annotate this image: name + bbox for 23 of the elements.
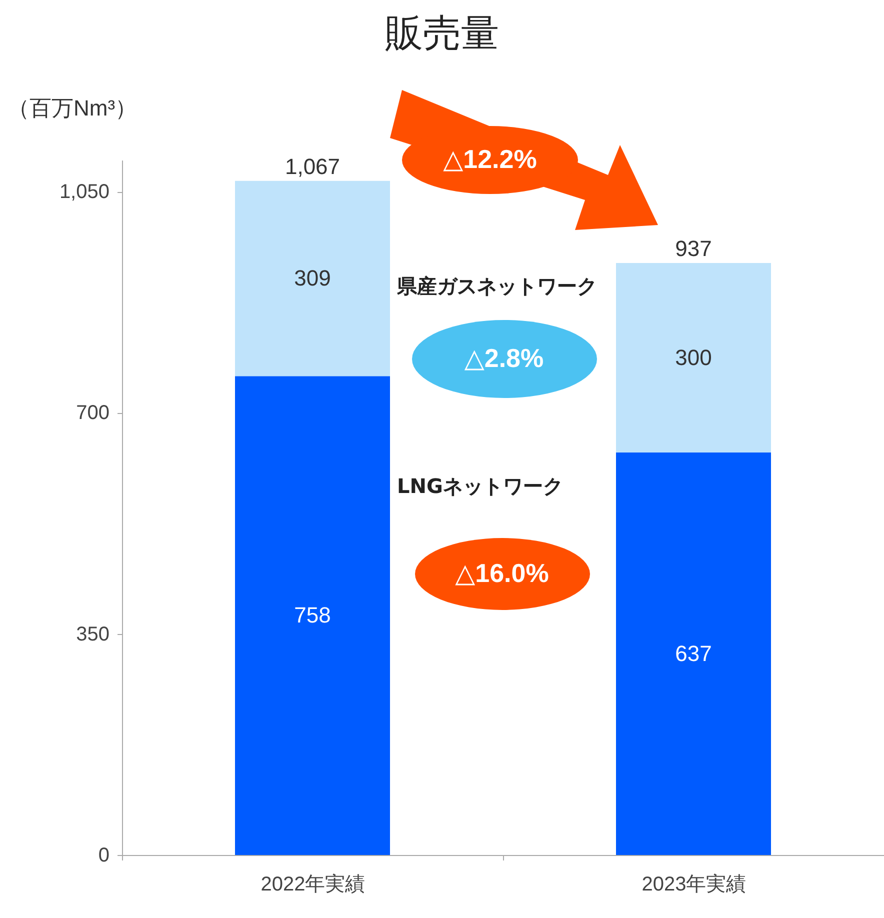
bar bbox=[616, 452, 771, 855]
y-tick-label: 1,050 bbox=[59, 181, 110, 204]
data-label: 758 bbox=[294, 602, 331, 628]
bar bbox=[616, 262, 771, 453]
annotation: △16.0% bbox=[454, 558, 550, 589]
total-label: 937 bbox=[675, 236, 712, 261]
total-label: 1,067 bbox=[284, 154, 340, 179]
series-label: LNGネットワーク bbox=[397, 473, 563, 500]
data-label: 309 bbox=[294, 265, 331, 290]
chart-title: 販売量 bbox=[384, 12, 500, 57]
y-axis-title: （百万Nm³） bbox=[8, 96, 138, 120]
x-tick-label: 2023年実績 bbox=[642, 872, 746, 896]
y-tick-label: 350 bbox=[76, 623, 110, 646]
annotation: △2.8% bbox=[463, 343, 545, 374]
y-tick-label: 700 bbox=[76, 402, 110, 424]
annotation: △12.2% bbox=[442, 144, 538, 175]
data-label: 637 bbox=[675, 640, 712, 666]
bar bbox=[235, 180, 390, 376]
bar bbox=[235, 376, 390, 855]
series-label: 県産ガスネットワーク bbox=[397, 273, 597, 300]
y-tick-label: 0 bbox=[98, 844, 110, 866]
x-tick-label: 2022年実績 bbox=[260, 872, 366, 896]
data-label: 300 bbox=[675, 344, 712, 370]
